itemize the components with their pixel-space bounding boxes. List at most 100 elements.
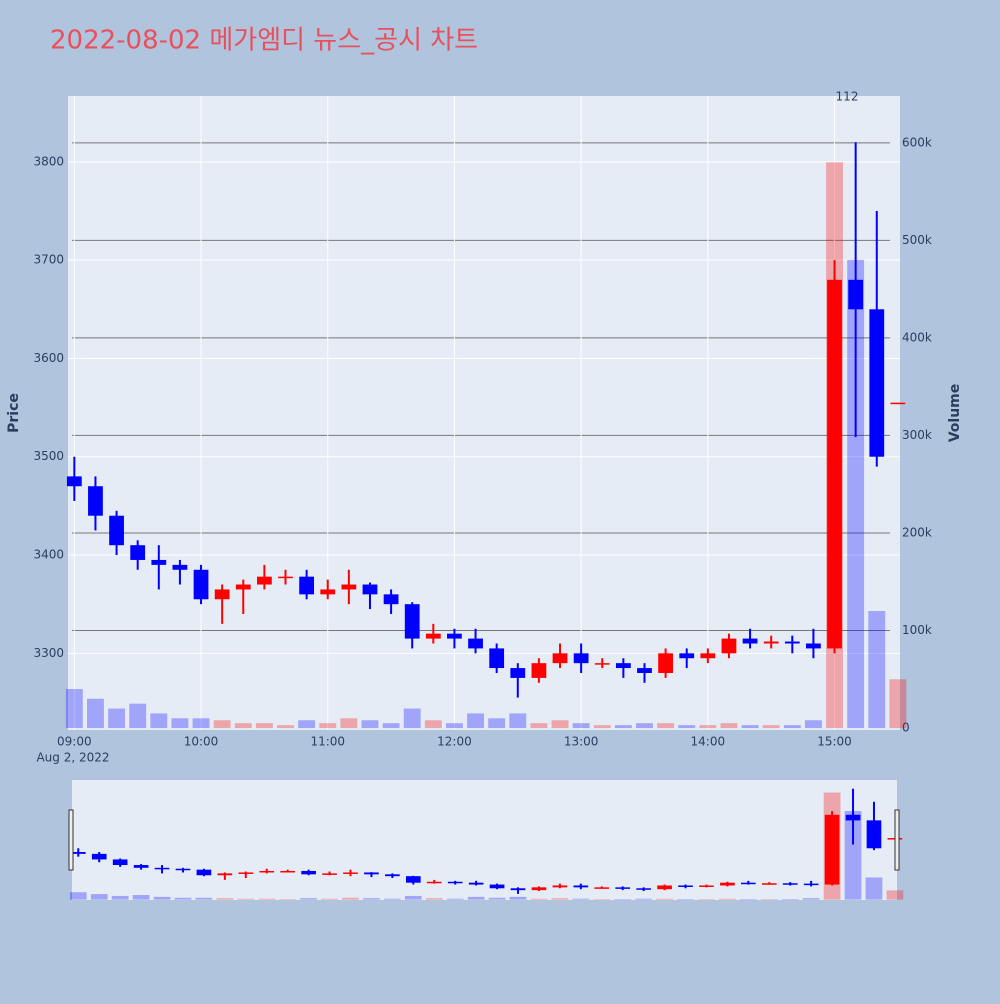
volume-bar [657, 723, 675, 729]
volume-bar [889, 679, 907, 729]
candle-body [848, 279, 864, 310]
volume-bar [698, 899, 715, 900]
volume-bar [255, 723, 273, 729]
candle-body [383, 594, 399, 605]
slider-handle[interactable] [894, 809, 900, 871]
candle-body [742, 638, 758, 644]
volume-bar [174, 897, 192, 900]
candle-body [343, 872, 358, 874]
slider-handle[interactable] [68, 809, 74, 871]
candle-body [658, 653, 673, 673]
volume-bar [234, 723, 252, 729]
volume-bar [614, 725, 632, 729]
volume-bar [781, 899, 799, 900]
candle-body [741, 882, 756, 885]
volume-bar [171, 718, 189, 729]
volume-bar [300, 898, 317, 900]
y-axis-title: Price [6, 393, 22, 433]
candle-body [256, 576, 272, 585]
volume-bar [719, 898, 736, 900]
x-tick-label: 12:00 [437, 735, 472, 749]
candle-body [594, 663, 610, 665]
candle-body [154, 867, 170, 870]
candle-body [235, 584, 251, 590]
candle-body [405, 876, 421, 883]
volume-bar [551, 898, 569, 900]
candle-body [594, 887, 610, 889]
candle-body [552, 885, 568, 888]
volume-bar [319, 723, 337, 729]
volume-bar [403, 708, 421, 729]
candle-body [425, 633, 441, 639]
y-tick-label: 3400 [33, 548, 64, 562]
candle-body [426, 881, 442, 884]
volume-bar [192, 718, 210, 729]
volume-bar [741, 725, 759, 729]
candle-body [301, 870, 316, 875]
volume-bar [868, 611, 886, 729]
range-slider[interactable] [72, 780, 897, 900]
volume-bar [488, 718, 506, 729]
candle-body [130, 545, 146, 560]
annotation: 112 [836, 90, 859, 104]
volume-bar [635, 898, 653, 900]
y2-tick-label: 100k [902, 623, 932, 637]
volume-bar [886, 890, 904, 900]
candle-body [214, 589, 230, 600]
y-tick-label: 3300 [33, 646, 64, 660]
candle-body [362, 584, 378, 595]
volume-bar [279, 899, 297, 900]
candle-body [763, 641, 779, 644]
candle-body [70, 852, 86, 854]
volume-bar [361, 720, 379, 729]
candle-body [510, 888, 526, 891]
volume-bar [446, 898, 464, 900]
volume-bar [656, 898, 673, 900]
candle-body [280, 870, 296, 873]
volume-bar [865, 877, 883, 900]
candle-body [510, 668, 526, 678]
candle-body [803, 883, 819, 886]
volume-bar [802, 898, 820, 900]
volume-bar [467, 896, 485, 900]
volume-bar [678, 725, 696, 729]
volume-bar [195, 897, 213, 900]
candle-body [193, 569, 209, 600]
volume-bar [213, 720, 231, 729]
volume-bar [258, 898, 276, 900]
x-date-label: Aug 2, 2022 [36, 751, 109, 765]
y2-tick-label: 500k [902, 233, 932, 247]
volume-bar [783, 725, 801, 729]
candle-body [827, 279, 842, 649]
x-tick-label: 13:00 [564, 735, 599, 749]
candle-body [782, 883, 798, 885]
volume-bar [488, 897, 506, 900]
candle-body [679, 653, 695, 659]
volume-bar [844, 811, 862, 900]
volume-bar [382, 723, 400, 729]
volume-bar [593, 899, 611, 900]
candle-body [866, 820, 882, 849]
volume-bar [720, 723, 738, 729]
volume-bar [404, 895, 422, 900]
candle-body [573, 885, 589, 888]
candle-body [531, 887, 547, 891]
volume-bar [847, 259, 865, 729]
candle-body [657, 885, 672, 890]
volume-bar [424, 720, 442, 729]
candle-body [678, 885, 693, 887]
volume-bar [760, 899, 778, 900]
volume-bar [90, 894, 108, 900]
y2-tick-label: 300k [902, 428, 932, 442]
candle-body [238, 872, 254, 874]
candle-body [112, 859, 128, 866]
volume-bar [551, 720, 569, 729]
volume-bar [342, 897, 359, 900]
volume-bar [677, 899, 694, 900]
volume-bar [804, 720, 822, 729]
volume-bar [298, 720, 316, 729]
volume-bar [614, 899, 632, 900]
y-tick-label: 3600 [33, 351, 64, 365]
volume-bar [530, 723, 548, 729]
